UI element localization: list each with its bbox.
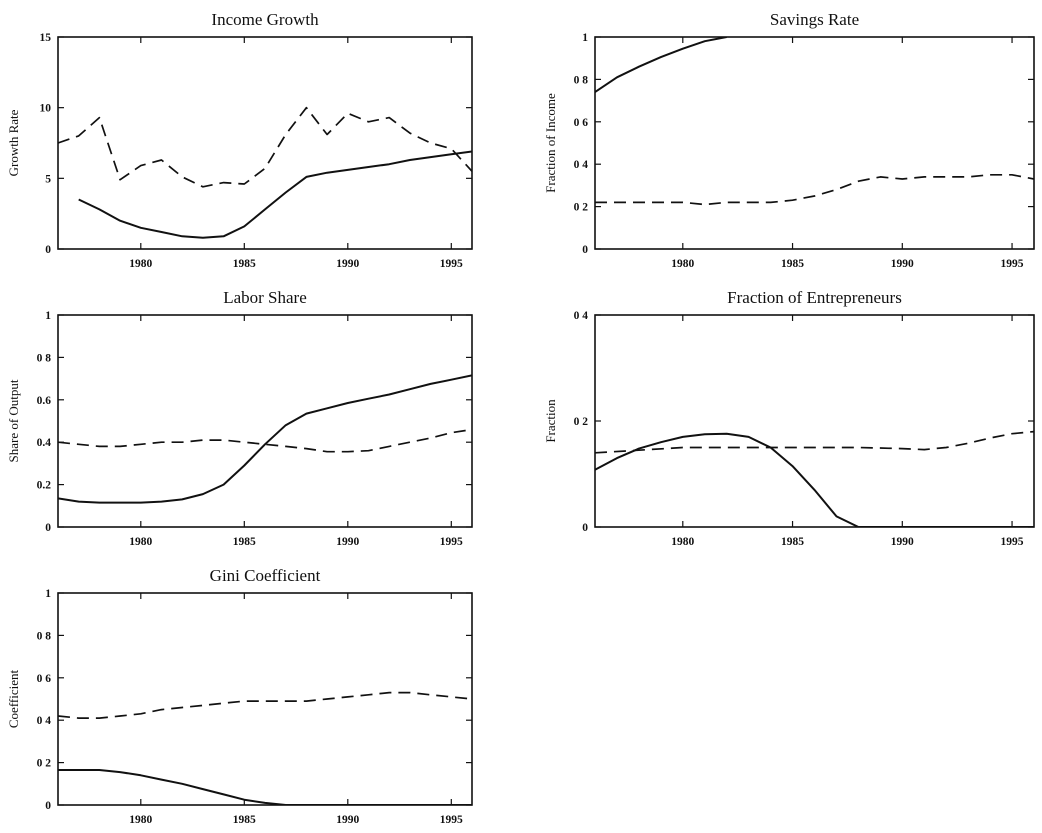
series-line-dashed bbox=[58, 691, 472, 719]
chart-title: Gini Coefficient bbox=[210, 566, 321, 585]
series-line-solid bbox=[595, 432, 1034, 527]
y-tick-label: 0 bbox=[582, 522, 588, 534]
y-tick-label: 0 bbox=[45, 244, 51, 256]
series-line-dashed bbox=[58, 428, 472, 453]
series-line-dashed bbox=[58, 106, 472, 188]
plot-frame bbox=[594, 36, 1035, 250]
x-tick-label: 1985 bbox=[233, 258, 256, 270]
chart-panel-1: Savings Rate Fraction of Income 1980 1985 19… bbox=[543, 10, 1035, 270]
x-tick-label: 1985 bbox=[233, 536, 256, 548]
y-tick-label: 0 4 bbox=[574, 159, 589, 171]
y-tick-label: 0.4 bbox=[37, 437, 52, 449]
y-tick-label: 10 bbox=[40, 103, 52, 115]
chart-title: Savings Rate bbox=[770, 10, 859, 29]
x-tick-label: 1985 bbox=[233, 814, 256, 826]
x-tick-label: 1995 bbox=[1001, 258, 1024, 270]
x-tick-label: 1990 bbox=[336, 536, 359, 548]
y-axis-label: Growth Rate bbox=[6, 109, 21, 176]
x-tick-label: 1995 bbox=[440, 814, 463, 826]
plot-frame bbox=[57, 36, 473, 250]
chart-title: Labor Share bbox=[223, 288, 307, 307]
y-tick-label: 0 4 bbox=[37, 715, 52, 727]
series-line-solid bbox=[58, 374, 472, 504]
y-tick-label: 15 bbox=[40, 32, 52, 44]
y-tick-label: 0 bbox=[45, 800, 51, 812]
x-tick-label: 1980 bbox=[129, 814, 152, 826]
chart-title: Income Growth bbox=[211, 10, 319, 29]
x-tick-label: 1990 bbox=[891, 258, 914, 270]
y-tick-label: 0 8 bbox=[574, 74, 589, 86]
x-tick-label: 1990 bbox=[336, 258, 359, 270]
y-tick-label: 1 bbox=[45, 310, 51, 322]
x-tick-label: 1980 bbox=[671, 258, 694, 270]
chart-panel-0: Income Growth Growth Rate 1980 1985 1990 1995… bbox=[6, 10, 473, 270]
y-tick-label: 0 4 bbox=[574, 310, 589, 322]
x-tick-label: 1995 bbox=[440, 258, 463, 270]
plot-frame bbox=[594, 314, 1035, 528]
y-axis-label: Coefficient bbox=[6, 669, 21, 728]
series-line-dashed bbox=[595, 173, 1034, 206]
y-tick-label: 0 2 bbox=[574, 416, 589, 428]
x-tick-label: 1990 bbox=[891, 536, 914, 548]
x-tick-label: 1985 bbox=[781, 258, 804, 270]
x-tick-label: 1980 bbox=[129, 536, 152, 548]
x-tick-label: 1985 bbox=[781, 536, 804, 548]
chart-title: Fraction of Entrepreneurs bbox=[727, 288, 902, 307]
chart-panel-4: Gini Coefficient Coefficient 1980 1985 1990 1… bbox=[6, 566, 473, 826]
y-tick-label: 0.6 bbox=[37, 395, 52, 407]
y-axis-label: Fraction of Income bbox=[543, 93, 558, 193]
y-tick-label: 0 6 bbox=[574, 117, 589, 129]
x-tick-label: 1995 bbox=[440, 536, 463, 548]
y-axis-label: Fraction bbox=[543, 399, 558, 443]
series-line-solid bbox=[78, 150, 472, 239]
y-tick-label: 0 2 bbox=[37, 758, 52, 770]
x-tick-label: 1995 bbox=[1001, 536, 1024, 548]
y-tick-label: 0 8 bbox=[37, 352, 52, 364]
series-line-solid bbox=[58, 769, 472, 805]
y-tick-label: 0.2 bbox=[37, 480, 52, 492]
series-line-solid bbox=[595, 37, 727, 93]
plot-frame bbox=[57, 592, 473, 806]
y-axis-label: Share of Output bbox=[6, 379, 21, 462]
chart-panel-3: Fraction of Entrepreneurs Fraction 1980 198… bbox=[543, 288, 1035, 548]
y-tick-label: 0 6 bbox=[37, 673, 52, 685]
y-tick-label: 5 bbox=[45, 173, 51, 185]
x-tick-label: 1980 bbox=[671, 536, 694, 548]
y-tick-label: 0 bbox=[45, 522, 51, 534]
y-tick-label: 0 bbox=[582, 244, 588, 256]
y-tick-label: 0 2 bbox=[574, 202, 589, 214]
y-tick-label: 0 8 bbox=[37, 630, 52, 642]
chart-panel-2: Labor Share Share of Output 1980 1985 1990 19… bbox=[6, 288, 473, 548]
y-tick-label: 1 bbox=[582, 32, 588, 44]
series-line-dashed bbox=[595, 430, 1034, 454]
x-tick-label: 1980 bbox=[129, 258, 152, 270]
x-tick-label: 1990 bbox=[336, 814, 359, 826]
y-tick-label: 1 bbox=[45, 588, 51, 600]
plot-frame bbox=[57, 314, 473, 528]
